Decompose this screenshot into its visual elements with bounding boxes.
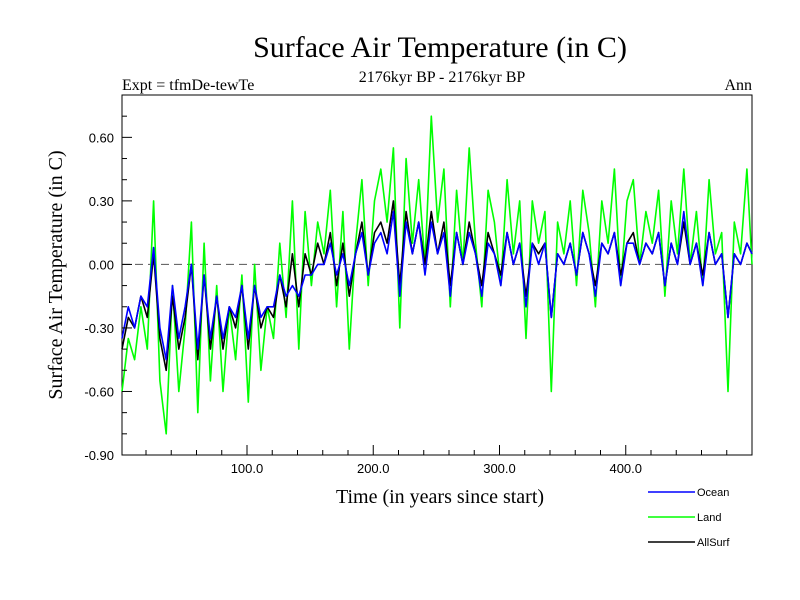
- legend-label-allsurf: AllSurf: [697, 537, 730, 549]
- series-layer: [121, 115, 753, 435]
- y-tick-label: 0.30: [89, 194, 114, 209]
- y-tick-label: -0.30: [84, 321, 114, 336]
- x-tick-label: 300.0: [483, 461, 516, 476]
- x-tick-label: 400.0: [609, 461, 642, 476]
- period-label: 2176kyr BP - 2176kyr BP: [359, 69, 526, 86]
- y-tick-label: -0.60: [84, 384, 114, 399]
- x-tick-label: 100.0: [231, 461, 264, 476]
- legend-label-land: Land: [697, 512, 721, 524]
- season-label: Ann: [724, 77, 752, 94]
- plot-frame: [121, 94, 753, 456]
- x-axis-label: Time (in years since start): [336, 486, 544, 508]
- x-tick-label: 200.0: [357, 461, 390, 476]
- chart-title: Surface Air Temperature (in C): [253, 31, 627, 64]
- y-tick-label: 0.60: [89, 130, 114, 145]
- legend: Ocean Land AllSurf: [648, 487, 730, 549]
- experiment-label: Expt = tfmDe-tewTe: [122, 77, 254, 94]
- y-tick-label: -0.90: [84, 448, 114, 463]
- y-tick-label: 0.00: [89, 257, 114, 272]
- series-line-land: [121, 115, 753, 435]
- y-axis-label: Surface Air Temperature (in C): [45, 150, 67, 399]
- legend-label-ocean: Ocean: [697, 487, 729, 499]
- x-axis-ticks: 100.0 200.0 300.0 400.0: [145, 445, 728, 476]
- y-axis-ticks: -0.90 -0.60 -0.30 0.00 0.30 0.60: [84, 94, 132, 463]
- series-line-ocean: [121, 210, 753, 361]
